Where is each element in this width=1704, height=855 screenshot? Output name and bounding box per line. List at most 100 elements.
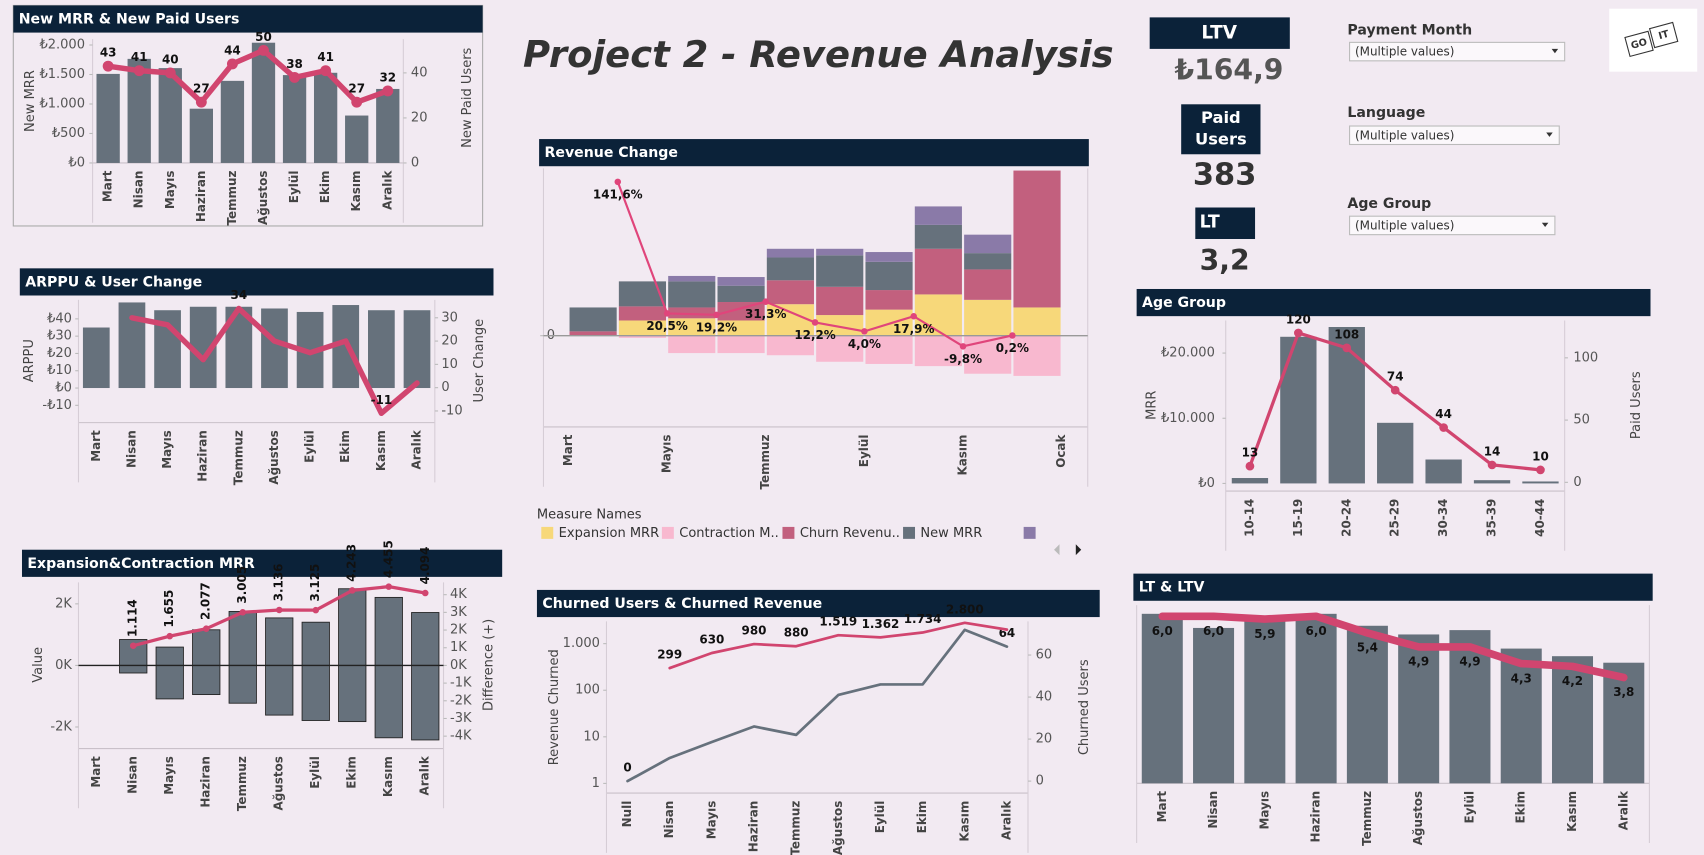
data-label: 20,5%: [646, 319, 687, 333]
line-point: [312, 606, 320, 614]
data-label: 1.362: [862, 617, 900, 631]
line-point: [239, 609, 247, 616]
y2-axis-title: Paid Users: [1629, 371, 1644, 439]
bar: [1244, 619, 1286, 784]
filter-dropdown[interactable]: [1349, 41, 1566, 62]
bar: [668, 281, 716, 308]
x-tick-label: Temmuz: [758, 435, 772, 490]
y-tick-label: -₺10: [42, 398, 72, 413]
filter-label: Payment Month: [1347, 22, 1472, 38]
y-tick-label: ₺10.000: [1161, 411, 1215, 426]
data-label: 41: [317, 50, 334, 64]
bar: [569, 307, 617, 332]
x-tick-label: Eylül: [287, 171, 301, 204]
y2-axis-title: Churned Users: [1077, 659, 1092, 755]
data-label: 50: [255, 30, 272, 44]
x-tick-label: Null: [620, 801, 634, 828]
y2-tick-label: 60: [1036, 648, 1053, 663]
bar: [766, 304, 814, 336]
data-label: 3,8: [1613, 685, 1634, 699]
data-label: 299: [657, 648, 682, 662]
line-point: [382, 85, 394, 97]
data-label: 880: [784, 626, 809, 640]
bar: [717, 277, 765, 286]
y-axis-title: Revenue Churned: [547, 649, 562, 765]
data-label: 1.519: [819, 615, 857, 629]
data-label: 17,9%: [893, 322, 934, 336]
filter-label: Language: [1347, 105, 1425, 121]
x-tick-label: Mayıs: [163, 171, 177, 210]
x-tick-label: Temmuz: [1360, 791, 1374, 846]
bar: [1346, 625, 1388, 784]
legend-scroll-right[interactable]: [1075, 544, 1082, 556]
y2-tick-label: 40: [1036, 690, 1053, 705]
data-label: 44: [224, 43, 241, 57]
bar: [1377, 422, 1414, 484]
data-label: 120: [1286, 312, 1311, 326]
data-label: 27: [193, 82, 210, 96]
kpi-label: LTV: [1201, 23, 1237, 44]
data-label: 4,3: [1511, 671, 1532, 685]
y2-tick-label: 4K: [450, 587, 467, 602]
line-point: [811, 319, 819, 326]
x-tick-label: Mart: [101, 170, 115, 202]
data-label: 44: [1435, 407, 1452, 421]
x-tick-label: Ekim: [345, 756, 359, 789]
data-label: 0,2%: [996, 341, 1029, 355]
data-label: 2.077: [199, 582, 213, 620]
bar: [82, 327, 110, 389]
bar: [1231, 478, 1269, 484]
data-label: 74: [1387, 370, 1404, 384]
y-tick-label: ₺2.000: [39, 38, 85, 53]
x-tick-label: Eylül: [857, 435, 871, 468]
y2-tick-label: 0: [441, 380, 449, 395]
x-tick-label: 30-34: [1436, 499, 1450, 537]
bar: [717, 285, 765, 303]
bar: [717, 320, 765, 336]
bar: [1500, 648, 1542, 784]
data-label: 4,0%: [848, 337, 881, 351]
line-point: [1536, 465, 1545, 475]
x-tick-label: Mart: [89, 430, 103, 462]
panel-title: Revenue Change: [545, 145, 678, 161]
bar: [301, 621, 330, 666]
bar: [618, 335, 667, 338]
data-label: 31,3%: [745, 307, 786, 321]
bar: [816, 286, 864, 316]
legend-scroll-left[interactable]: [1054, 544, 1060, 556]
line-point: [275, 606, 283, 614]
data-label: 38: [286, 57, 303, 71]
x-tick-label: Aralık: [999, 800, 1013, 840]
line-point: [289, 71, 300, 83]
x-tick-label: Nisan: [126, 756, 140, 794]
dropdown-arrow: [1551, 48, 1559, 54]
x-tick-label: Mayıs: [160, 430, 174, 469]
bar: [1013, 335, 1061, 376]
bar: [865, 335, 913, 364]
kpi-label: LT: [1200, 213, 1220, 233]
y-tick-label: ₺20: [47, 346, 72, 361]
line: [129, 305, 420, 417]
x-tick-label: Haziran: [196, 430, 210, 482]
filter-dropdown[interactable]: [1349, 215, 1556, 236]
line-point: [861, 328, 868, 335]
line-point: [351, 96, 363, 108]
y2-tick-label: 0: [1036, 774, 1044, 789]
x-tick-label: Ağustos: [272, 756, 286, 810]
y-tick-label: ₺40: [47, 311, 72, 326]
y-axis-title: ARPPU: [22, 339, 37, 382]
bar: [1398, 634, 1440, 784]
data-label: 3.005: [235, 566, 249, 604]
line-point: [166, 632, 173, 640]
x-tick-label: Kasım: [957, 801, 971, 842]
bar: [964, 299, 1012, 336]
filter-dropdown[interactable]: [1349, 125, 1560, 146]
y2-tick-label: -4K: [450, 729, 472, 744]
y-tick-label: ₺0: [55, 381, 72, 396]
bar: [1280, 336, 1317, 484]
line-point: [385, 583, 393, 590]
bar: [265, 664, 294, 716]
data-label: 43: [100, 46, 117, 60]
x-tick-label: Eylül: [308, 756, 322, 789]
y-tick-label: ₺1.000: [39, 96, 85, 111]
